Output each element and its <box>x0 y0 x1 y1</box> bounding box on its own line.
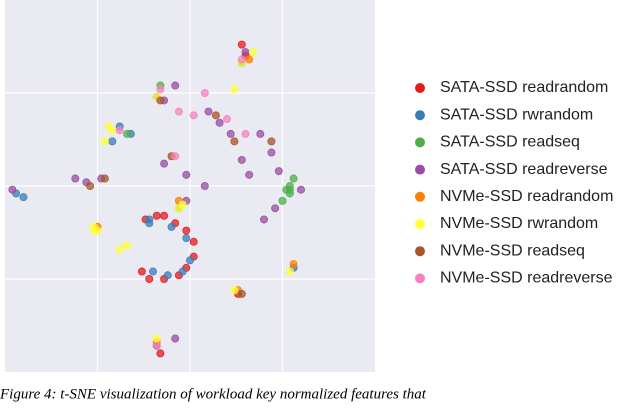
legend-label: SATA-SSD readrandom <box>440 79 608 96</box>
point <box>278 196 287 205</box>
point <box>200 89 209 98</box>
point <box>123 129 132 138</box>
point <box>285 267 294 276</box>
point <box>160 211 169 220</box>
point <box>189 111 198 120</box>
point <box>115 126 124 135</box>
legend-label: NVMe-SSD rwrandom <box>440 215 598 232</box>
point <box>237 289 246 298</box>
point <box>178 267 187 276</box>
point <box>8 185 17 194</box>
point <box>174 204 183 213</box>
legend-label: SATA-SSD readreverse <box>440 161 608 178</box>
legend-marker <box>415 219 425 229</box>
point <box>182 234 191 243</box>
point <box>204 107 213 116</box>
point <box>171 334 180 343</box>
legend-marker <box>415 137 425 148</box>
point <box>226 129 235 138</box>
legend-marker <box>415 273 425 284</box>
point <box>215 118 224 127</box>
point <box>160 159 169 168</box>
point <box>123 241 132 250</box>
point <box>71 174 80 183</box>
legend-label: SATA-SSD readseq <box>440 134 580 151</box>
point <box>256 129 265 138</box>
point <box>245 170 254 179</box>
point <box>171 152 180 161</box>
point <box>289 260 298 269</box>
point <box>200 181 209 190</box>
point <box>237 155 246 164</box>
point <box>296 185 305 194</box>
point <box>230 137 239 146</box>
legend-label: NVMe-SSD readrandom <box>440 188 613 205</box>
point <box>267 148 276 157</box>
point <box>237 40 246 49</box>
point <box>86 181 95 190</box>
legend-marker <box>415 110 425 121</box>
point <box>156 85 165 94</box>
point <box>108 126 117 135</box>
point <box>152 341 161 350</box>
point <box>222 115 231 124</box>
legend-label: SATA-SSD rwrandom <box>440 106 593 123</box>
legend-label: NVMe-SSD readseq <box>440 242 585 259</box>
point <box>289 174 298 183</box>
point <box>145 274 154 283</box>
point <box>19 193 28 202</box>
point <box>156 96 165 105</box>
point <box>211 111 220 120</box>
legend-marker <box>415 83 425 93</box>
point <box>259 215 268 224</box>
point <box>163 271 172 280</box>
point <box>230 85 239 94</box>
point <box>230 286 239 295</box>
point <box>182 170 191 179</box>
point <box>285 185 294 194</box>
legend-marker <box>415 246 425 257</box>
point <box>245 55 254 64</box>
legend-label: NVMe-SSD readreverse <box>440 270 613 287</box>
point <box>182 226 191 235</box>
point <box>167 222 176 231</box>
point <box>241 48 250 57</box>
point <box>189 237 198 246</box>
point <box>237 55 246 64</box>
point <box>271 204 280 213</box>
point <box>156 349 165 358</box>
caption: Figure 4: t-SNE visualization of workloa… <box>0 386 427 402</box>
point <box>152 334 161 343</box>
point <box>267 137 276 146</box>
point <box>145 215 154 224</box>
point <box>137 267 146 276</box>
point <box>148 267 157 276</box>
point <box>241 129 250 138</box>
point <box>100 174 109 183</box>
legend-marker <box>415 191 425 202</box>
point <box>274 167 283 176</box>
legend-marker <box>415 164 425 175</box>
point <box>93 226 102 235</box>
point <box>152 211 161 220</box>
point <box>100 137 109 146</box>
point <box>108 137 117 146</box>
point <box>115 245 124 254</box>
point <box>185 256 194 265</box>
point <box>174 107 183 116</box>
point <box>248 48 257 57</box>
point <box>171 81 180 90</box>
